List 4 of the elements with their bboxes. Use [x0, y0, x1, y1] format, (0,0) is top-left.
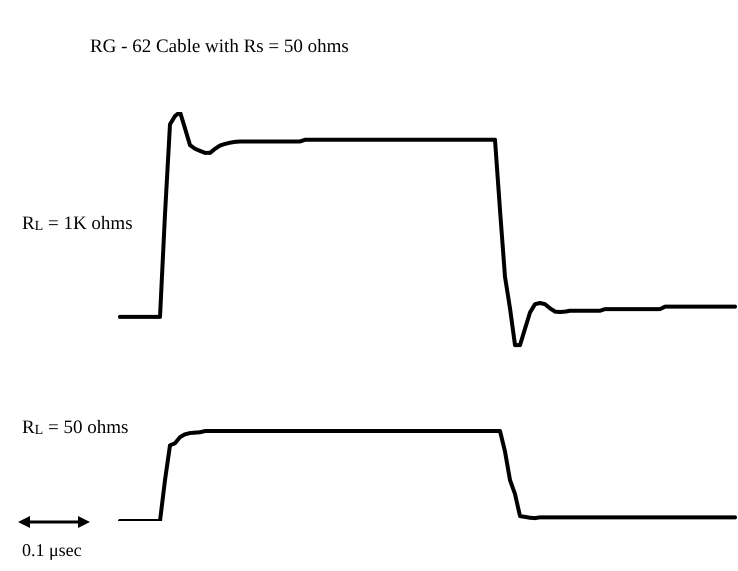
text: RL = 50 ohms — [22, 417, 128, 438]
text: 0.1 μsec — [22, 540, 82, 560]
series-label: RL = 1K ohms — [22, 212, 133, 234]
chart-title: RG - 62 Cable with Rs = 50 ohms — [90, 36, 349, 57]
